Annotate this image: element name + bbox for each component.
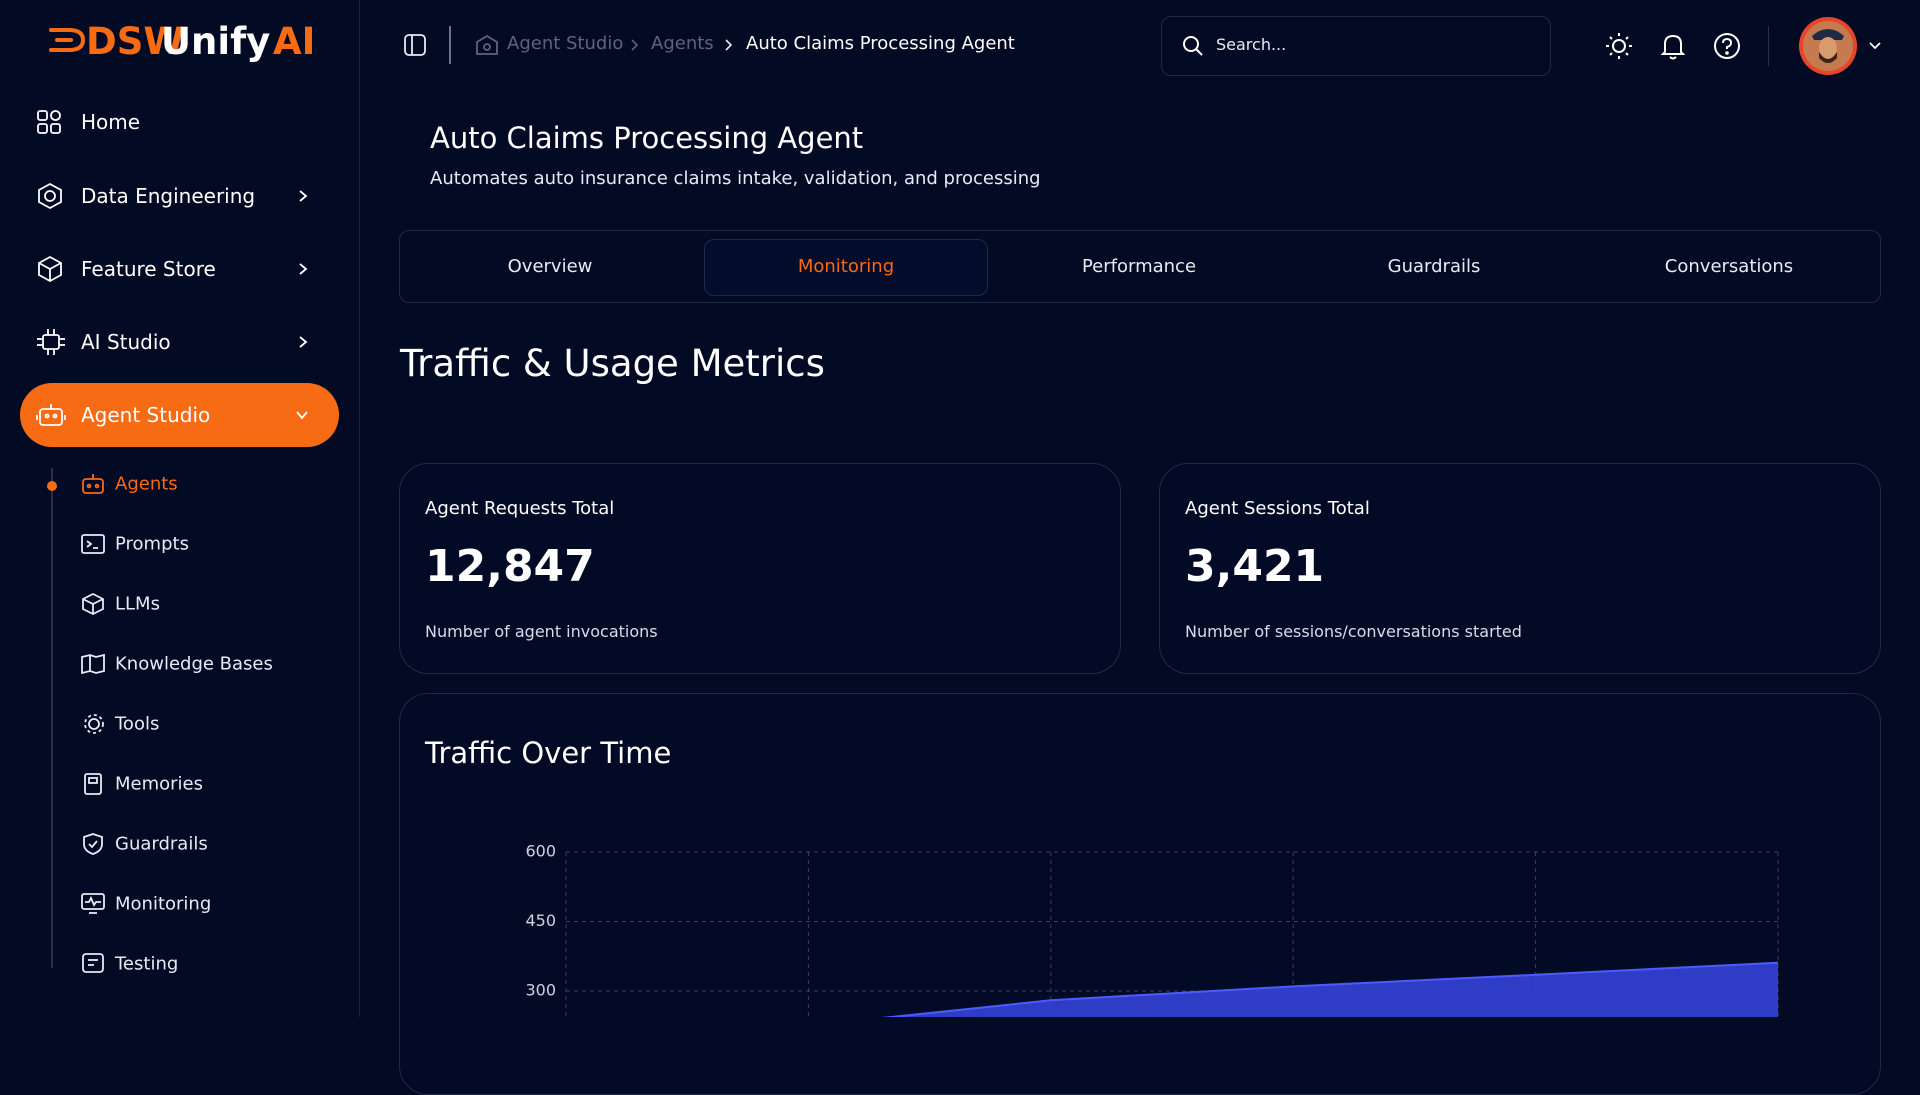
tools-icon — [84, 714, 104, 734]
memories-icon — [84, 773, 102, 795]
subnav-label: Agents — [115, 473, 178, 495]
tab[interactable]: Guardrails — [1387, 256, 1481, 277]
subnav-label: Tools — [115, 713, 160, 735]
subnav-label: Prompts — [115, 533, 189, 555]
traffic-chart: 600 450 300 — [525, 842, 1779, 1017]
subnav-label: Guardrails — [115, 833, 208, 855]
nav-label: AI Studio — [81, 330, 171, 354]
agent-studio-icon — [36, 404, 66, 426]
breadcrumb-separator — [725, 39, 733, 51]
subnav-label: LLMs — [115, 593, 160, 615]
data-engineering-icon — [38, 182, 62, 210]
chevron-icon — [299, 190, 308, 202]
subnav-item-active[interactable]: Agents — [76, 464, 326, 504]
subnav-item[interactable]: Memories — [76, 764, 326, 804]
subnav-item[interactable]: LLMs — [76, 584, 326, 624]
subnav-label: Monitoring — [115, 893, 212, 915]
submenu-line — [51, 468, 53, 968]
metric-card: Agent Requests Total 12,847 Number of ag… — [399, 463, 1121, 674]
subnav-item[interactable]: Tools — [76, 704, 326, 744]
monitoring-icon — [81, 893, 105, 914]
subnav-label: Knowledge Bases — [115, 653, 273, 675]
tab-active[interactable]: Monitoring — [704, 239, 988, 296]
knowledge-icon — [81, 653, 105, 675]
metric-label: Agent Sessions Total — [1185, 498, 1370, 519]
section-title: Traffic & Usage Metrics — [400, 342, 825, 385]
agent-description: Automates auto insurance claims intake, … — [430, 168, 1041, 189]
metric-label: Agent Requests Total — [425, 498, 615, 519]
logo-prefix: DSW — [86, 20, 185, 63]
nav-item-active[interactable]: Agent Studio — [20, 383, 339, 447]
nav-label: Data Engineering — [81, 184, 256, 208]
y-tick-label: 300 — [525, 981, 556, 1000]
area — [891, 962, 1778, 1017]
y-tick-label: 600 — [525, 842, 556, 861]
metric-value: 3,421 — [1185, 541, 1325, 592]
search-icon — [1183, 36, 1203, 56]
nav-item[interactable]: Feature Store — [20, 237, 339, 301]
feature-store-icon — [38, 255, 62, 283]
user-avatar[interactable] — [1798, 16, 1858, 76]
active-dot — [47, 481, 57, 491]
sidebar-toggle[interactable] — [404, 34, 426, 56]
sidebar: DSW Unify AI Home Data Engineering Featu… — [0, 0, 360, 1017]
breadcrumb-icon — [476, 34, 498, 55]
subnav-item[interactable]: Knowledge Bases — [76, 644, 326, 684]
nav-label: Agent Studio — [81, 403, 211, 427]
metric-description: Number of agent invocations — [425, 622, 658, 641]
subnav-item[interactable]: Prompts — [76, 524, 326, 564]
search-box[interactable]: Search... — [1161, 16, 1551, 76]
subnav-item[interactable]: Testing — [76, 944, 326, 984]
subnav-label: Memories — [115, 773, 204, 795]
prompts-icon — [81, 534, 105, 554]
guardrails-icon — [83, 833, 103, 855]
nav-label: Feature Store — [81, 257, 216, 281]
agent-title: Auto Claims Processing Agent — [430, 121, 864, 155]
ai-studio-icon — [37, 329, 65, 355]
y-tick-label: 450 — [525, 911, 556, 930]
logo-suffix: AI — [273, 20, 316, 63]
metric-description: Number of sessions/conversations started — [1185, 622, 1522, 641]
breadcrumb-item[interactable]: Agent Studio — [507, 33, 624, 54]
breadcrumb-current: Auto Claims Processing Agent — [746, 33, 1015, 54]
tab[interactable]: Conversations — [1664, 256, 1794, 277]
chevron-icon — [299, 263, 308, 275]
nav-item[interactable]: Home — [20, 90, 339, 154]
user-menu-chevron[interactable] — [1868, 40, 1882, 52]
subnav-item[interactable]: Guardrails — [76, 824, 326, 864]
header-divider — [449, 26, 451, 64]
search-placeholder: Search... — [1216, 35, 1287, 54]
breadcrumb-separator — [631, 39, 639, 51]
subnav-label: Testing — [115, 953, 179, 975]
tab[interactable]: Overview — [507, 256, 593, 277]
metric-card: Agent Sessions Total 3,421 Number of ses… — [1159, 463, 1881, 674]
testing-icon — [82, 953, 104, 973]
tab-bar — [399, 230, 1881, 303]
home-icon — [37, 110, 61, 134]
metric-value: 12,847 — [425, 541, 595, 592]
header-divider — [1768, 26, 1769, 66]
chevron-icon — [299, 336, 308, 348]
nav-item[interactable]: AI Studio — [20, 310, 339, 374]
logo-icon — [49, 28, 86, 52]
area-line — [882, 961, 1779, 1017]
theme-toggle[interactable] — [1605, 32, 1633, 60]
chevron-down-icon — [296, 411, 308, 420]
notifications-button[interactable] — [1660, 32, 1686, 60]
chart-title: Traffic Over Time — [425, 736, 672, 770]
tab[interactable]: Performance — [1081, 256, 1197, 277]
llms-icon — [82, 592, 104, 616]
logo-name: Unify — [161, 20, 271, 63]
nav-label: Home — [81, 110, 141, 134]
subnav-item[interactable]: Monitoring — [76, 884, 326, 924]
agents-icon — [82, 474, 104, 494]
breadcrumb-item[interactable]: Agents — [651, 33, 714, 54]
help-button[interactable] — [1713, 32, 1741, 60]
nav-item[interactable]: Data Engineering — [20, 164, 339, 228]
